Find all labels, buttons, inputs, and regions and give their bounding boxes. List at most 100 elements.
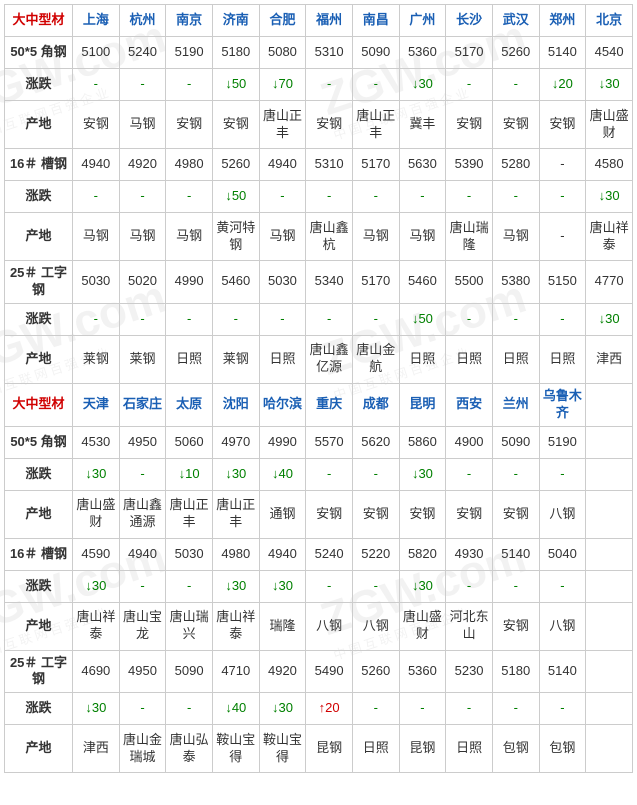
origin-cell: 马钢 (166, 213, 213, 261)
price-cell: 5180 (492, 650, 539, 693)
origin-label: 产地 (5, 725, 73, 773)
price-cell: 4980 (212, 538, 259, 570)
change-cell: - (539, 693, 586, 725)
price-cell: 5240 (306, 538, 353, 570)
change-cell: ↓30 (586, 69, 633, 101)
origin-cell: 唐山盛财 (399, 602, 446, 650)
origin-cell: 日照 (446, 725, 493, 773)
change-cell: - (166, 693, 213, 725)
origin-cell: 昆钢 (399, 725, 446, 773)
origin-cell: 马钢 (119, 101, 166, 149)
product-label: 25＃ 工字钢 (5, 650, 73, 693)
origin-cell: 日照 (166, 335, 213, 383)
city-header: 杭州 (119, 5, 166, 37)
price-cell: 5260 (492, 37, 539, 69)
price-cell: 5310 (306, 37, 353, 69)
price-cell: 5030 (259, 261, 306, 304)
change-cell: ↓30 (73, 693, 120, 725)
change-cell: ↓30 (399, 458, 446, 490)
price-cell: 5140 (539, 650, 586, 693)
origin-label: 产地 (5, 490, 73, 538)
price-cell: 4590 (73, 538, 120, 570)
change-label: 涨跌 (5, 458, 73, 490)
change-cell: ↓10 (166, 458, 213, 490)
price-cell: 4930 (446, 538, 493, 570)
change-label: 涨跌 (5, 181, 73, 213)
price-cell: 5820 (399, 538, 446, 570)
city-header: 济南 (212, 5, 259, 37)
price-cell: 5460 (399, 261, 446, 304)
change-cell: - (306, 570, 353, 602)
origin-cell: 安钢 (306, 490, 353, 538)
origin-cell: 八钢 (539, 490, 586, 538)
origin-cell: 日照 (492, 335, 539, 383)
change-cell: - (352, 570, 399, 602)
origin-cell: 唐山瑞隆 (446, 213, 493, 261)
change-cell: - (492, 570, 539, 602)
change-cell: ↓30 (586, 303, 633, 335)
origin-cell: 安钢 (446, 101, 493, 149)
origin-cell: 河北东山 (446, 602, 493, 650)
origin-cell (586, 725, 633, 773)
section-header: 大中型材 (5, 383, 73, 426)
origin-cell: 日照 (399, 335, 446, 383)
price-cell: 4900 (446, 426, 493, 458)
city-header: 上海 (73, 5, 120, 37)
city-header: 南京 (166, 5, 213, 37)
city-header: 南昌 (352, 5, 399, 37)
price-cell: 5490 (306, 650, 353, 693)
change-cell: - (446, 181, 493, 213)
change-cell: - (446, 693, 493, 725)
price-cell: 5390 (446, 149, 493, 181)
change-cell: - (352, 693, 399, 725)
price-cell: 5040 (539, 538, 586, 570)
price-cell: 4970 (212, 426, 259, 458)
city-header: 北京 (586, 5, 633, 37)
city-header: 石家庄 (119, 383, 166, 426)
origin-cell: 马钢 (399, 213, 446, 261)
origin-cell: 鞍山宝得 (212, 725, 259, 773)
change-cell: - (446, 69, 493, 101)
city-header: 合肥 (259, 5, 306, 37)
change-cell: - (492, 303, 539, 335)
price-cell: 5340 (306, 261, 353, 304)
change-cell: ↓30 (259, 693, 306, 725)
origin-cell: 鞍山宝得 (259, 725, 306, 773)
price-cell: 5860 (399, 426, 446, 458)
origin-cell: 包钢 (492, 725, 539, 773)
change-cell: - (73, 181, 120, 213)
price-cell: 5060 (166, 426, 213, 458)
change-cell: ↓50 (399, 303, 446, 335)
city-header: 武汉 (492, 5, 539, 37)
price-cell: 4990 (166, 261, 213, 304)
price-cell: 5150 (539, 261, 586, 304)
price-cell: 5090 (492, 426, 539, 458)
origin-cell: 安钢 (212, 101, 259, 149)
change-label: 涨跌 (5, 570, 73, 602)
origin-cell: 八钢 (306, 602, 353, 650)
change-cell: ↓30 (399, 570, 446, 602)
origin-cell: 莱钢 (119, 335, 166, 383)
change-cell: - (119, 181, 166, 213)
origin-cell: 马钢 (259, 213, 306, 261)
price-cell: 5220 (352, 538, 399, 570)
change-cell: - (166, 570, 213, 602)
price-cell: 4690 (73, 650, 120, 693)
price-cell: 4920 (259, 650, 306, 693)
change-cell: - (399, 693, 446, 725)
change-cell: - (446, 570, 493, 602)
price-cell: 5570 (306, 426, 353, 458)
change-cell: - (166, 181, 213, 213)
change-cell: ↓30 (212, 458, 259, 490)
price-cell: 5460 (212, 261, 259, 304)
change-cell: - (73, 303, 120, 335)
origin-cell (586, 490, 633, 538)
price-cell: 5240 (119, 37, 166, 69)
product-label: 50*5 角钢 (5, 37, 73, 69)
change-cell: ↓50 (212, 181, 259, 213)
change-cell: - (306, 303, 353, 335)
section-header: 大中型材 (5, 5, 73, 37)
origin-cell: 唐山正丰 (166, 490, 213, 538)
origin-cell (586, 602, 633, 650)
origin-cell: 莱钢 (212, 335, 259, 383)
